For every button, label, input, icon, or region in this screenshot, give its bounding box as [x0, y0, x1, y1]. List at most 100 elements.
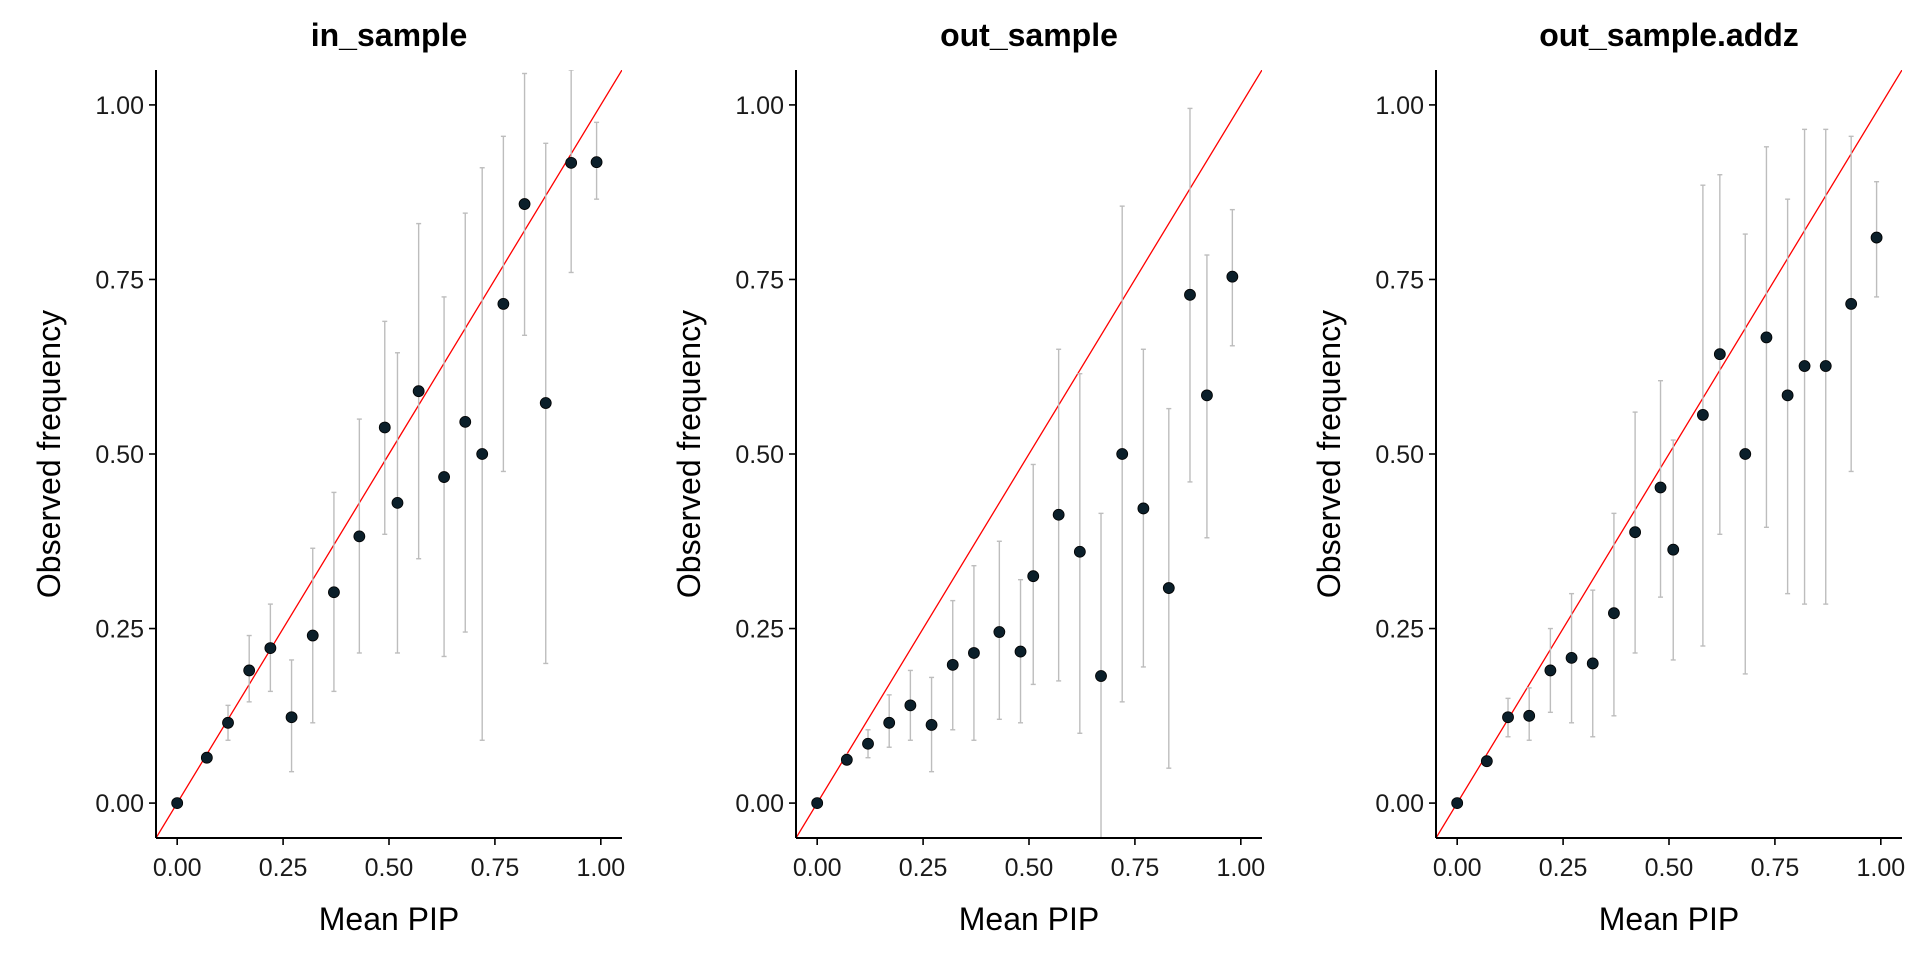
data-point: [1760, 331, 1773, 344]
data-point: [840, 753, 853, 766]
y-tick-label: 0.50: [735, 441, 784, 469]
data-point: [946, 658, 959, 671]
plot-area: [156, 70, 622, 838]
y-tick-label: 0.00: [1375, 790, 1424, 818]
data-point: [438, 471, 450, 483]
data-point: [1027, 570, 1040, 583]
x-tick-label: 0.25: [899, 854, 948, 882]
x-tick-label: 0.25: [1539, 854, 1588, 882]
panel-title: in_sample: [311, 17, 468, 53]
data-point: [925, 718, 938, 731]
plot-area: [796, 70, 1262, 838]
data-point: [264, 642, 277, 654]
data-point: [1819, 360, 1832, 372]
data-point: [171, 797, 184, 809]
data-point: [993, 626, 1006, 638]
y-tick-label: 0.50: [1375, 441, 1424, 469]
data-point: [200, 751, 213, 764]
data-point: [1451, 797, 1464, 809]
x-tick-label: 0.75: [1111, 854, 1160, 882]
data-point: [1523, 709, 1536, 722]
data-point: [353, 530, 366, 543]
data-point: [476, 448, 489, 460]
x-tick-label: 0.25: [259, 854, 308, 882]
data-point: [285, 711, 298, 724]
data-point: [1544, 664, 1557, 677]
data-point: [1586, 657, 1599, 670]
y-axis-label: Observed frequency: [671, 310, 707, 598]
data-point: [1565, 651, 1578, 664]
x-tick-label: 0.00: [153, 854, 202, 882]
data-point: [243, 664, 256, 677]
data-point: [1608, 607, 1620, 620]
x-tick-label: 0.50: [365, 854, 414, 882]
data-point: [1781, 389, 1794, 402]
data-point: [968, 647, 980, 659]
y-tick-label: 0.00: [735, 790, 784, 818]
x-tick-label: 0.50: [1005, 854, 1054, 882]
data-point: [378, 421, 391, 434]
y-tick-label: 0.50: [95, 441, 144, 469]
y-axis-label: Observed frequency: [1311, 310, 1347, 598]
data-point: [862, 737, 874, 750]
data-point: [1713, 348, 1726, 361]
x-tick-label: 1.00: [1856, 854, 1905, 882]
panel-title: out_sample: [940, 17, 1118, 53]
data-point: [1629, 526, 1642, 539]
data-point: [1654, 481, 1667, 494]
data-point: [539, 397, 552, 409]
data-point: [222, 716, 234, 729]
x-tick-label: 1.00: [576, 854, 625, 882]
y-tick-label: 0.75: [1375, 266, 1424, 294]
data-point: [1014, 645, 1027, 658]
y-tick-label: 0.75: [735, 266, 784, 294]
data-point: [1480, 755, 1493, 768]
data-point: [1696, 409, 1709, 421]
data-point: [1667, 543, 1680, 556]
error-bar: [568, 70, 574, 274]
y-tick-label: 0.75: [95, 266, 144, 294]
data-point: [412, 385, 425, 398]
y-tick-label: 1.00: [735, 92, 784, 120]
data-point: [1502, 711, 1514, 724]
y-tick-label: 1.00: [1375, 92, 1424, 120]
data-point: [811, 797, 824, 809]
x-tick-label: 0.75: [471, 854, 520, 882]
x-tick-label: 0.00: [793, 854, 842, 882]
panel-3: out_sample.addz 0.00 0.25 0.50 0.75 1.00 0.00 0…: [1311, 17, 1905, 937]
reference-line: [796, 70, 1262, 838]
data-point: [1739, 448, 1752, 460]
data-point: [518, 198, 531, 210]
data-point: [565, 156, 578, 169]
x-tick-label: 0.50: [1645, 854, 1694, 882]
data-point: [1052, 508, 1065, 521]
data-point: [590, 156, 603, 169]
data-point: [328, 586, 340, 599]
y-tick-label: 0.25: [735, 616, 784, 644]
data-point: [883, 716, 896, 729]
data-point: [1201, 389, 1213, 402]
data-point: [1073, 545, 1086, 558]
data-point: [1137, 502, 1150, 515]
x-tick-label: 0.75: [1751, 854, 1800, 882]
y-tick-label: 0.00: [95, 790, 144, 818]
reference-line: [156, 70, 622, 838]
data-point: [306, 629, 319, 642]
data-point: [1162, 582, 1175, 594]
data-point: [1845, 297, 1858, 310]
data-point: [1870, 231, 1883, 244]
data-point: [1184, 288, 1196, 301]
data-point: [459, 415, 472, 428]
plot-area: [1436, 70, 1902, 838]
panel-2: out_sample 0.00 0.25 0.50 0.75 1.00 0.00 0.25 0.…: [671, 17, 1265, 937]
data-point: [1116, 448, 1129, 460]
y-tick-label: 0.25: [95, 616, 144, 644]
reference-line: [1436, 70, 1902, 838]
y-axis-label: Observed frequency: [31, 310, 67, 598]
panel-title: out_sample.addz: [1539, 17, 1799, 53]
data-point: [1226, 270, 1239, 283]
x-tick-label: 1.00: [1216, 854, 1265, 882]
data-point: [391, 496, 404, 509]
x-axis-label: Mean PIP: [959, 901, 1100, 937]
